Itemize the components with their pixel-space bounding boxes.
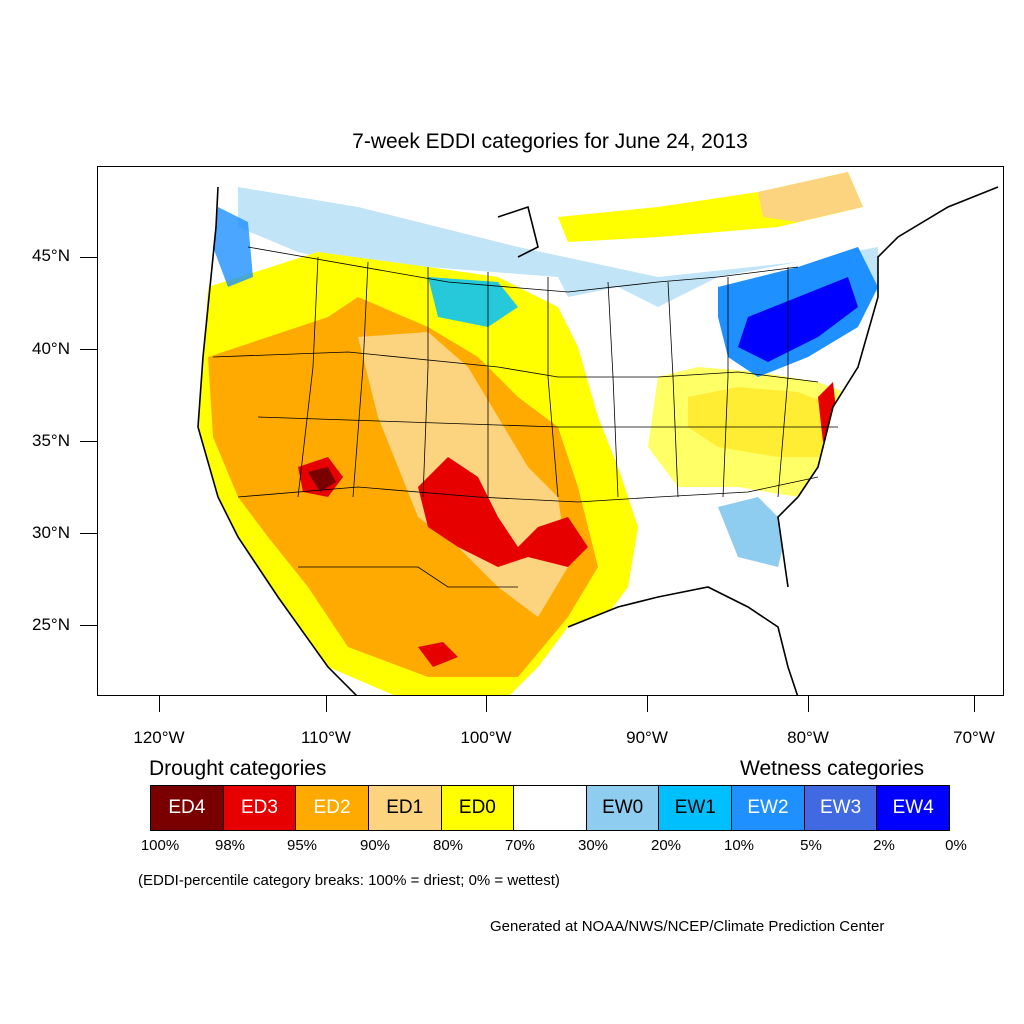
legend-break: 5% [800, 837, 822, 854]
legend-break: 20% [650, 837, 682, 854]
lat-tick [80, 625, 97, 626]
northern-plains-wet [428, 277, 518, 327]
atlantic-ocean [778, 217, 1003, 695]
coastlines [197, 186, 999, 695]
lat-label-40: 40°N [32, 339, 70, 358]
lon-tick [486, 696, 487, 712]
legend-swatch-ew3: EW3 [804, 786, 878, 830]
credit-line: Generated at NOAA/NWS/NCEP/Climate Predi… [490, 918, 885, 935]
ed3-mexico [418, 642, 458, 667]
map-title: 7-week EDDI categories for June 24, 2013 [352, 130, 748, 153]
ed0-east-region [648, 367, 858, 497]
legend-break: 98% [214, 837, 246, 854]
legend-break: 80% [432, 837, 464, 854]
legend-break: 90% [359, 837, 391, 854]
lat-tick [80, 257, 97, 258]
legend-break: 30% [577, 837, 609, 854]
legend-break: 95% [286, 837, 318, 854]
lon-label-70: 70°W [953, 728, 995, 747]
lat-tick [80, 533, 97, 534]
gulf-of-mexico [519, 587, 788, 695]
legend-swatch-ed1: ED1 [368, 786, 442, 830]
lon-tick [326, 696, 327, 712]
lon-tick [974, 696, 975, 712]
lon-label-80: 80°W [787, 728, 829, 747]
legend-swatch-ew0: EW0 [586, 786, 660, 830]
lon-tick [647, 696, 648, 712]
legend-swatch-ew1: EW1 [659, 786, 733, 830]
southeast-wet [718, 497, 788, 567]
legend-swatch-ed3: ED3 [223, 786, 297, 830]
legend-break: 2% [873, 837, 895, 854]
lat-label-35: 35°N [32, 431, 70, 450]
legend-swatch-ew4: EW4 [877, 786, 950, 830]
lon-tick [808, 696, 809, 712]
ed3-southern-plains [418, 457, 588, 567]
lon-tick [159, 696, 160, 712]
canada-ed1-patch [758, 172, 863, 222]
lat-label-25: 25°N [32, 615, 70, 634]
lon-label-120: 120°W [133, 728, 185, 747]
legend-swatch-ed4: ED4 [151, 786, 224, 830]
wetness-categories-heading: Wetness categories [740, 757, 925, 780]
lon-label-90: 90°W [626, 728, 668, 747]
legend-break: 10% [723, 837, 755, 854]
lat-label-30: 30°N [32, 523, 70, 542]
legend-swatch-ed0: ED0 [441, 786, 515, 830]
legend-break: 100% [140, 837, 180, 854]
ed4-southwest [308, 467, 336, 492]
drought-categories-heading: Drought categories [149, 757, 327, 780]
lon-label-100: 100°W [460, 728, 512, 747]
eddi-map [98, 167, 1003, 695]
lat-label-45: 45°N [32, 246, 70, 265]
legend-break: 0% [945, 837, 967, 854]
lat-tick [80, 441, 97, 442]
state-borders [212, 246, 838, 588]
legend-swatch-ed2: ED2 [296, 786, 369, 830]
lat-tick [80, 349, 97, 350]
legend-swatch-ew2: EW2 [732, 786, 805, 830]
pacific-ocean [98, 167, 394, 695]
great-lakes-very-wet [738, 277, 858, 362]
map-frame [97, 166, 1004, 696]
legend-break: 70% [504, 837, 536, 854]
lon-label-110: 110°W [301, 728, 351, 747]
pacific-nw-wet [213, 207, 253, 287]
legend-swatch-neutral [514, 786, 587, 830]
category-breaks-note: (EDDI-percentile category breaks: 100% =… [138, 872, 560, 889]
legend-color-bar: ED4 ED3 ED2 ED1 ED0 EW0 EW1 EW2 EW3 EW4 [150, 785, 950, 831]
